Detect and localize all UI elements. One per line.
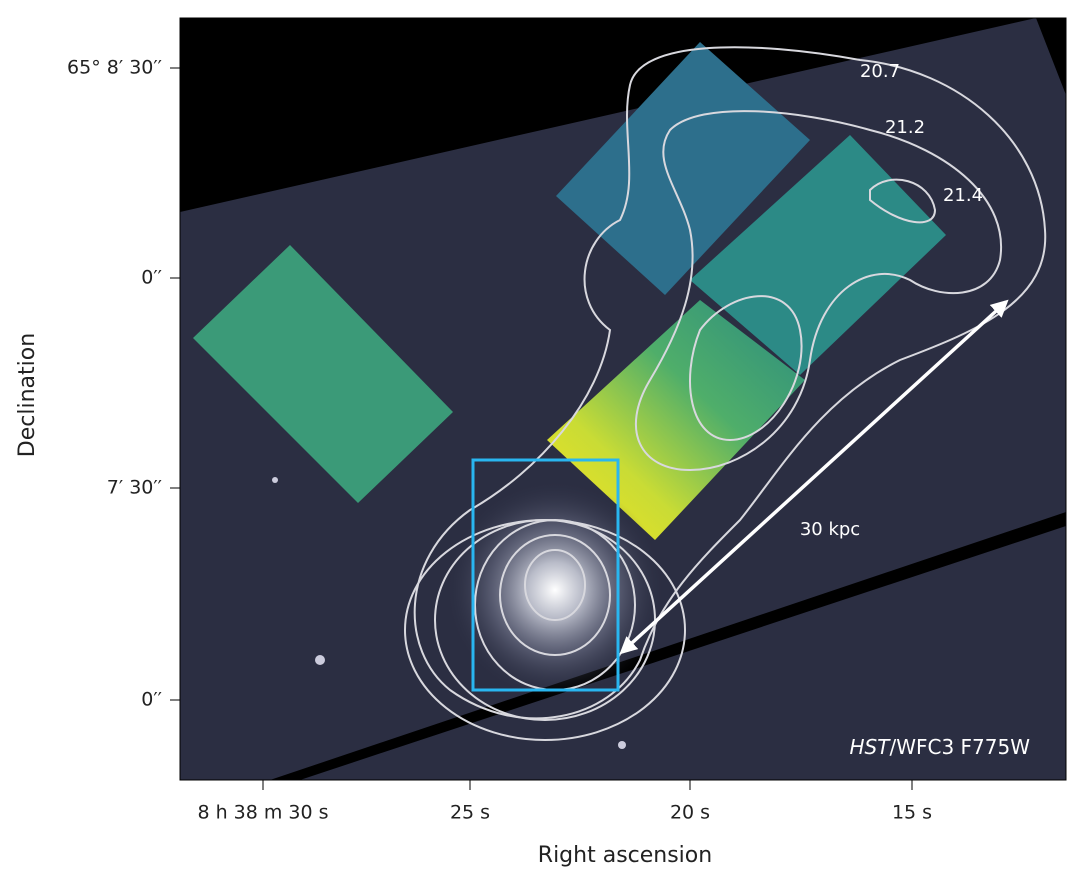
x-axis-label: Right ascension: [538, 843, 712, 868]
y-tick-label: 65° 8′ 30′′: [67, 57, 162, 79]
y-tick-label: 7′ 30′′: [107, 477, 162, 499]
instrument-italic: HST: [850, 735, 892, 759]
y-axis-label: Declination: [15, 333, 40, 457]
contour-label: 21.2: [885, 117, 925, 138]
y-tick-label: 0′′: [141, 267, 162, 289]
x-tick-label: 25 s: [450, 802, 490, 824]
x-tick-label: 8 h 38 m 30 s: [197, 802, 328, 824]
instrument-rest: /WFC3 F775W: [889, 735, 1030, 759]
sky-image: [180, 18, 1066, 780]
scale-bar-label: 30 kpc: [800, 519, 860, 540]
frame: [179, 17, 1067, 781]
x-tick-label: 20 s: [670, 802, 710, 824]
contour-label: 21.4: [943, 185, 983, 206]
x-tick-label: 15 s: [892, 802, 932, 824]
y-tick-label: 0′′: [141, 689, 162, 711]
instrument-label: HST/WFC3 F775W: [850, 735, 1031, 759]
contour-label: 20.7: [860, 61, 900, 82]
